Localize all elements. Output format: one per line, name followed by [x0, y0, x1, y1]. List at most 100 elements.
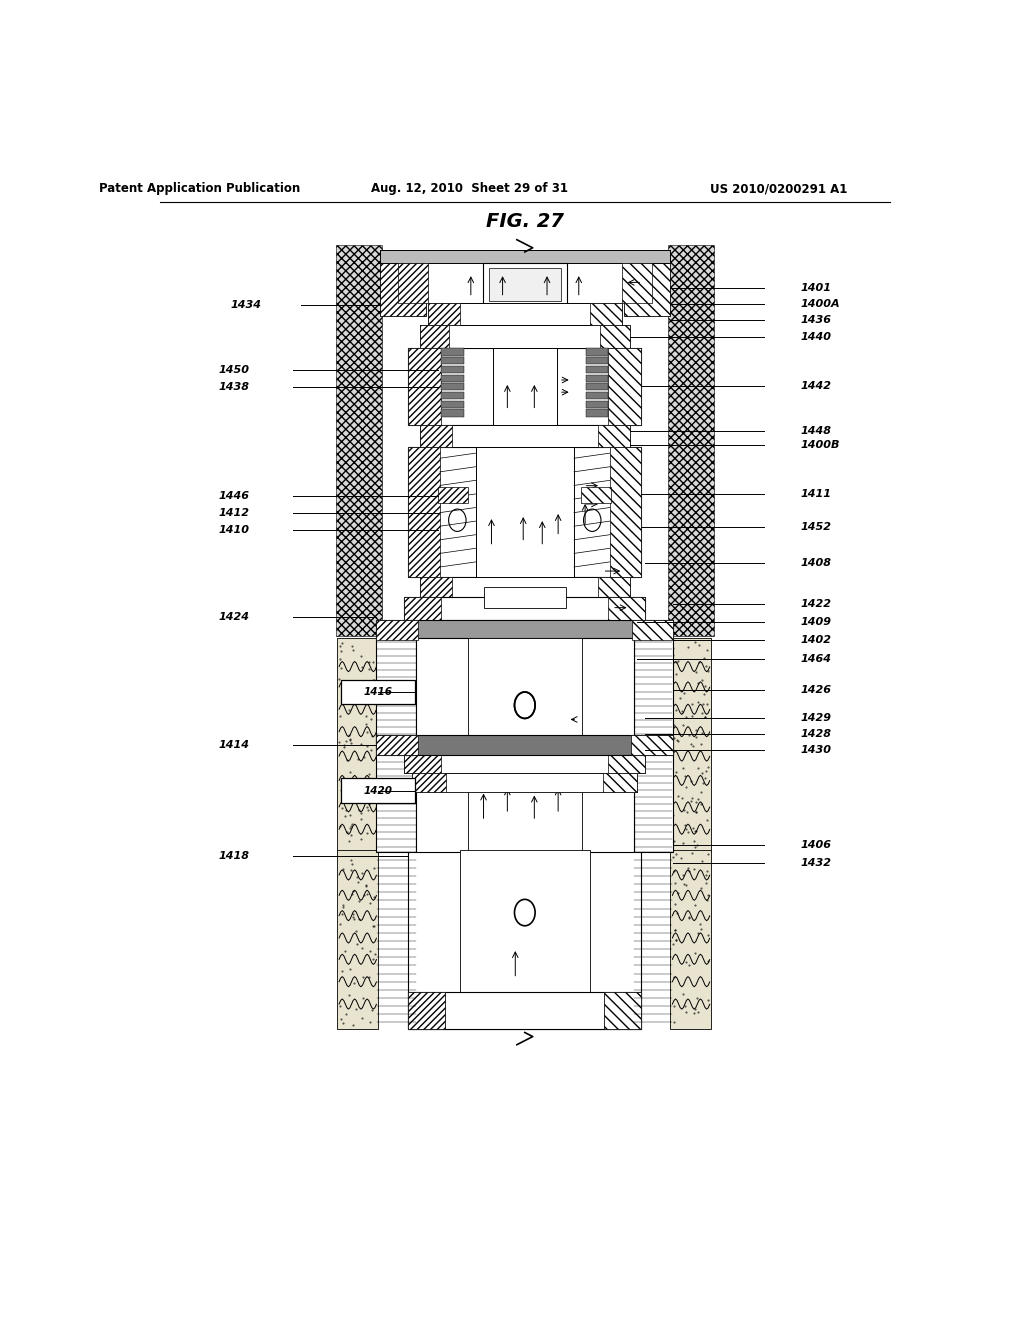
Bar [632, 620, 673, 640]
Bar [515, 693, 535, 718]
Bar [409, 447, 641, 577]
Bar [377, 638, 416, 851]
Text: 1429: 1429 [800, 713, 831, 723]
Bar [483, 587, 566, 607]
Bar [482, 263, 567, 306]
Bar [634, 638, 673, 851]
Bar [336, 244, 382, 636]
Text: 1442: 1442 [800, 381, 831, 391]
Bar [598, 425, 630, 447]
Text: 1428: 1428 [800, 729, 831, 739]
Bar [603, 774, 638, 792]
Bar [609, 447, 641, 577]
Bar [428, 302, 622, 325]
Text: 1436: 1436 [800, 315, 831, 325]
Text: Aug. 12, 2010  Sheet 29 of 31: Aug. 12, 2010 Sheet 29 of 31 [371, 182, 567, 195]
Bar [441, 409, 464, 417]
Bar [341, 680, 416, 704]
Text: 1400B: 1400B [800, 440, 840, 450]
Bar [441, 375, 464, 381]
Bar [586, 409, 608, 417]
Bar [380, 249, 426, 315]
Text: 1446: 1446 [218, 491, 250, 500]
Text: 1430: 1430 [800, 744, 831, 755]
Bar [586, 358, 608, 364]
Bar [420, 325, 450, 348]
Text: 1450: 1450 [218, 364, 250, 375]
Bar [409, 991, 641, 1030]
Bar [409, 447, 440, 577]
Text: 1408: 1408 [800, 558, 831, 568]
Bar [586, 366, 608, 374]
Text: 1434: 1434 [230, 300, 261, 310]
Text: 1420: 1420 [364, 785, 392, 796]
Bar [409, 850, 641, 1030]
Bar [420, 577, 452, 598]
Text: US 2010/0200291 A1: US 2010/0200291 A1 [710, 182, 848, 195]
Bar [608, 348, 641, 425]
Bar [337, 638, 378, 851]
Bar [622, 263, 652, 302]
Text: 1448: 1448 [800, 426, 831, 436]
Bar [412, 774, 446, 792]
Bar [608, 598, 645, 620]
Bar [600, 325, 630, 348]
Bar [668, 244, 714, 636]
Bar [420, 577, 630, 598]
Bar [420, 425, 630, 447]
Bar [409, 348, 441, 425]
Text: 1412: 1412 [218, 508, 250, 519]
Bar [416, 638, 634, 851]
Text: 1411: 1411 [800, 488, 831, 499]
Text: Patent Application Publication: Patent Application Publication [98, 182, 300, 195]
Bar [412, 774, 638, 792]
Bar [441, 383, 464, 391]
Bar [377, 620, 418, 640]
Bar [404, 598, 441, 620]
Text: 1400A: 1400A [800, 298, 840, 309]
Bar [582, 487, 611, 503]
Bar [489, 268, 560, 301]
Bar [586, 375, 608, 381]
Bar [475, 447, 574, 577]
Bar [494, 348, 557, 425]
Bar [341, 779, 416, 803]
Bar [409, 348, 641, 425]
Bar [428, 302, 460, 325]
Bar [598, 577, 630, 598]
Text: 1440: 1440 [800, 333, 831, 342]
Bar [608, 755, 645, 774]
Text: 1452: 1452 [800, 523, 831, 532]
Bar [441, 401, 464, 408]
Text: 1464: 1464 [800, 655, 831, 664]
Bar [586, 348, 608, 355]
Bar [409, 991, 445, 1030]
Bar [670, 638, 712, 851]
Bar [397, 263, 428, 302]
Text: 1422: 1422 [800, 598, 831, 609]
Bar [420, 425, 452, 447]
Bar [409, 991, 445, 1030]
Text: 1418: 1418 [218, 850, 250, 861]
Bar [441, 366, 464, 374]
Text: 1406: 1406 [800, 841, 831, 850]
Bar [420, 325, 630, 348]
Bar [604, 991, 641, 1030]
Bar [670, 850, 712, 1030]
Bar [586, 401, 608, 408]
Bar [460, 850, 590, 1030]
Bar [441, 348, 464, 355]
Bar [624, 249, 670, 315]
Bar [404, 598, 645, 620]
Bar [377, 735, 673, 755]
Bar [404, 755, 645, 774]
Bar [468, 638, 582, 851]
Text: 1402: 1402 [800, 635, 831, 645]
Bar [631, 735, 673, 755]
Text: 1416: 1416 [364, 686, 392, 697]
Bar [404, 755, 441, 774]
Bar [377, 620, 673, 640]
Bar [377, 735, 419, 755]
Bar [438, 487, 468, 503]
Text: 1409: 1409 [800, 616, 831, 627]
